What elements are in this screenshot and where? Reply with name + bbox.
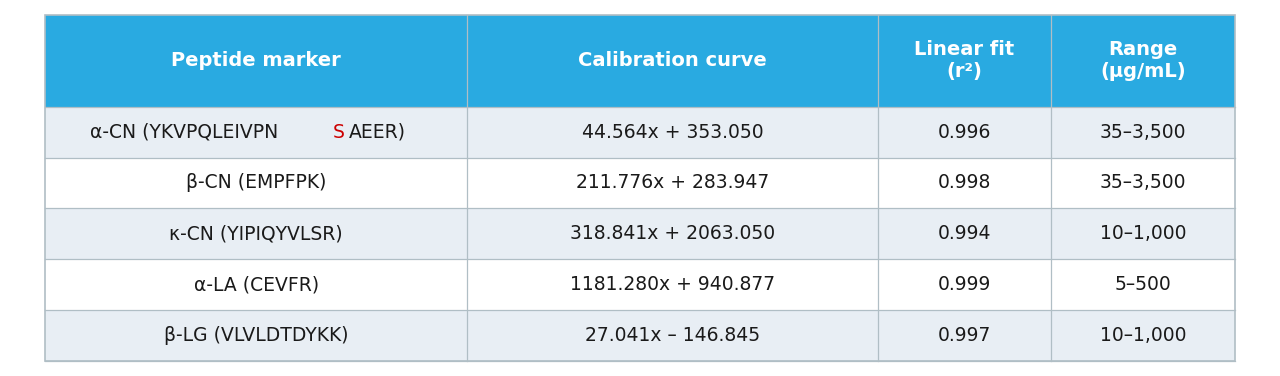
FancyBboxPatch shape <box>45 208 1235 259</box>
FancyBboxPatch shape <box>45 310 1235 361</box>
Text: 35–3,500: 35–3,500 <box>1100 173 1187 193</box>
Text: 1181.280x + 940.877: 1181.280x + 940.877 <box>570 275 776 294</box>
Text: 0.999: 0.999 <box>938 275 991 294</box>
Text: 0.998: 0.998 <box>938 173 991 193</box>
Text: 10–1,000: 10–1,000 <box>1100 326 1187 345</box>
Text: S: S <box>333 123 346 142</box>
Text: 0.997: 0.997 <box>938 326 991 345</box>
Text: Linear fit
(r²): Linear fit (r²) <box>914 40 1015 81</box>
Text: 44.564x + 353.050: 44.564x + 353.050 <box>582 123 764 142</box>
Text: β-CN (EMPFPK): β-CN (EMPFPK) <box>186 173 326 193</box>
Text: α-CN (YKVPQLEIVPN: α-CN (YKVPQLEIVPN <box>90 123 279 142</box>
FancyBboxPatch shape <box>45 259 1235 310</box>
Text: Range
(μg/mL): Range (μg/mL) <box>1100 40 1185 81</box>
Text: β-LG (VLVLDTDYKK): β-LG (VLVLDTDYKK) <box>164 326 348 345</box>
FancyBboxPatch shape <box>45 15 1235 107</box>
FancyBboxPatch shape <box>45 158 1235 208</box>
Text: κ-CN (YIPIQYVLSR): κ-CN (YIPIQYVLSR) <box>169 224 343 243</box>
Text: 318.841x + 2063.050: 318.841x + 2063.050 <box>570 224 776 243</box>
Text: 0.994: 0.994 <box>938 224 991 243</box>
Text: 10–1,000: 10–1,000 <box>1100 224 1187 243</box>
Text: α-LA (CEVFR): α-LA (CEVFR) <box>193 275 319 294</box>
Text: 35–3,500: 35–3,500 <box>1100 123 1187 142</box>
Text: AEER): AEER) <box>348 123 406 142</box>
Text: 27.041x – 146.845: 27.041x – 146.845 <box>585 326 760 345</box>
Text: 0.996: 0.996 <box>938 123 991 142</box>
Text: 211.776x + 283.947: 211.776x + 283.947 <box>576 173 769 193</box>
Text: Calibration curve: Calibration curve <box>579 52 767 70</box>
Text: Peptide marker: Peptide marker <box>172 52 340 70</box>
FancyBboxPatch shape <box>45 107 1235 158</box>
Text: 5–500: 5–500 <box>1115 275 1171 294</box>
